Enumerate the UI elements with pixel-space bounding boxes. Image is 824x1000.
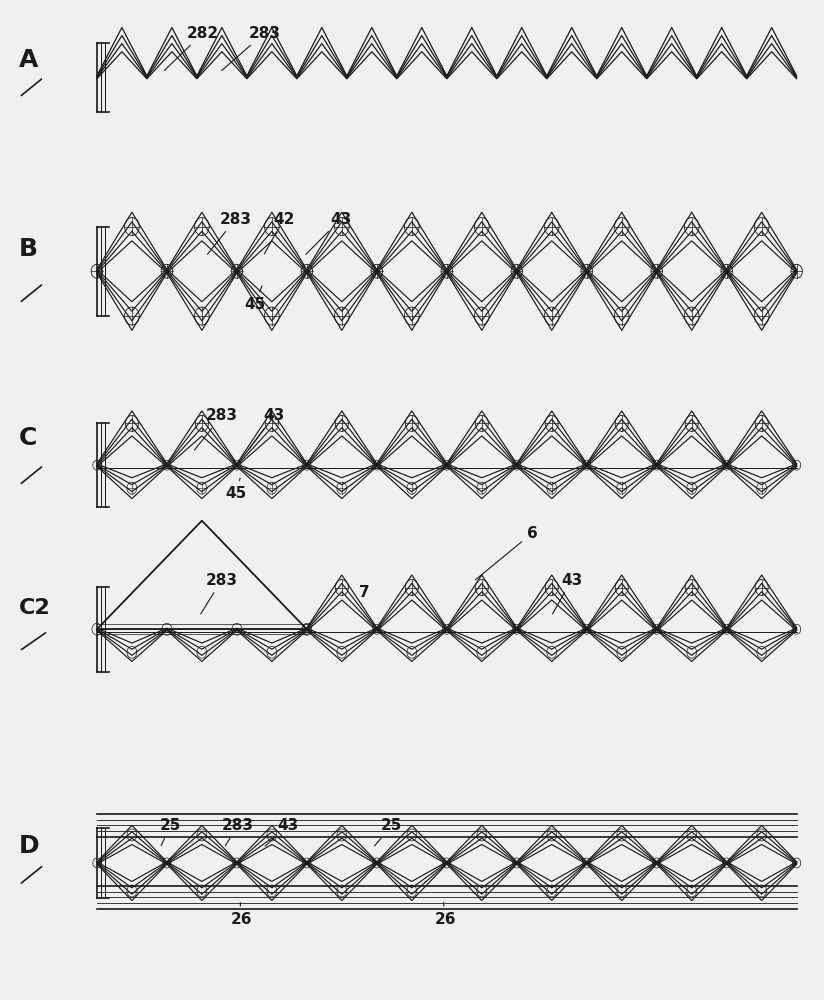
Text: 283: 283 [194,408,238,450]
Text: 43: 43 [306,212,351,254]
Text: D: D [19,834,40,858]
Text: B: B [19,237,38,261]
Text: 42: 42 [265,212,294,254]
Text: 26: 26 [230,903,252,927]
Text: 6: 6 [475,526,537,580]
Text: 283: 283 [222,818,254,846]
Text: 25: 25 [160,818,181,846]
Text: 283: 283 [201,573,238,614]
Text: C2: C2 [19,598,51,618]
Text: 43: 43 [248,408,284,450]
Text: C: C [19,426,38,450]
Text: 26: 26 [435,903,456,927]
Text: 283: 283 [208,212,251,254]
Text: 282: 282 [164,26,219,70]
Text: 45: 45 [244,286,265,312]
Text: 7: 7 [358,585,369,600]
Text: A: A [19,48,39,72]
Text: 25: 25 [374,818,402,846]
Text: 43: 43 [553,573,583,614]
Text: 45: 45 [226,478,246,501]
Text: 283: 283 [222,26,280,71]
Text: 43: 43 [265,818,298,846]
